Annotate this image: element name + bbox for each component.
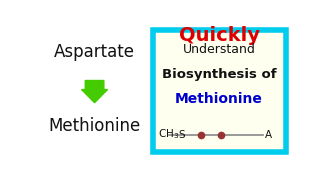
Text: S: S — [179, 130, 185, 140]
Text: Aspartate: Aspartate — [54, 43, 135, 61]
FancyArrow shape — [82, 80, 108, 103]
Text: Quickly: Quickly — [179, 26, 260, 45]
Text: Methionine: Methionine — [175, 92, 263, 106]
Text: Biosynthesis of: Biosynthesis of — [162, 68, 276, 81]
FancyBboxPatch shape — [153, 30, 285, 152]
Text: A: A — [265, 130, 272, 140]
Text: Understand: Understand — [183, 43, 256, 56]
Text: CH$_3$: CH$_3$ — [158, 128, 179, 141]
Text: Methionine: Methionine — [48, 117, 141, 135]
